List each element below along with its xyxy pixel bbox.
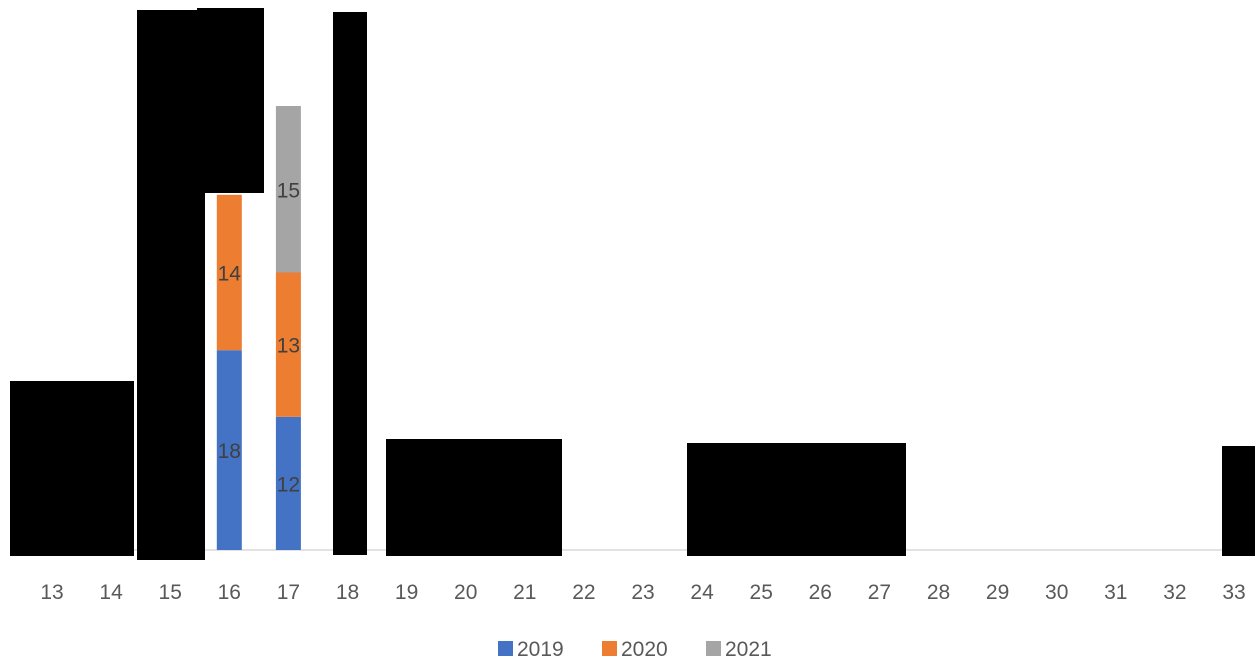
x-tick-label: 16 xyxy=(218,581,241,604)
data-labels-layer: 18 14 12 13 15 xyxy=(218,179,300,496)
x-tick-label: 21 xyxy=(513,581,536,604)
x-tick-label: 32 xyxy=(1163,581,1186,604)
legend-label: 2020 xyxy=(621,638,668,660)
x-tick-label: 15 xyxy=(159,581,182,604)
redaction-block xyxy=(10,381,134,556)
x-tick-label: 28 xyxy=(927,581,950,604)
x-tick-label: 27 xyxy=(868,581,891,604)
x-tick-label: 14 xyxy=(99,581,123,604)
legend-swatch xyxy=(602,641,617,656)
bar-segment-2020 xyxy=(216,194,242,351)
redaction-block xyxy=(1222,446,1255,556)
x-tick-label: 33 xyxy=(1222,581,1245,604)
redaction-block xyxy=(137,10,205,560)
redaction-block xyxy=(386,439,562,556)
x-tick-label: 25 xyxy=(750,581,773,604)
legend-swatch xyxy=(706,641,721,656)
data-label: 18 xyxy=(218,440,241,463)
redaction-block xyxy=(687,443,906,556)
data-label: 12 xyxy=(277,473,300,496)
x-tick-labels: 13 14 15 16 17 18 19 20 21 22 23 24 25 26 27 28 29 30 31 32… xyxy=(40,581,1245,604)
x-tick-label: 17 xyxy=(277,581,300,604)
legend: 2019 2020 2021 xyxy=(498,638,772,660)
x-tick-label: 30 xyxy=(1045,581,1068,604)
bar-segment-2019 xyxy=(275,416,301,550)
x-tick-label: 29 xyxy=(986,581,1009,604)
legend-label: 2019 xyxy=(517,638,564,660)
redaction-block xyxy=(197,8,264,193)
redaction-layer xyxy=(10,8,1255,560)
redaction-block xyxy=(333,12,367,555)
x-tick-label: 13 xyxy=(40,581,63,604)
x-tick-label: 24 xyxy=(690,581,714,604)
data-label: 13 xyxy=(277,335,300,358)
bar-segment-2020 xyxy=(275,272,301,417)
x-tick-label: 19 xyxy=(395,581,418,604)
legend-swatch xyxy=(498,641,513,656)
bar-segment-2019 xyxy=(216,350,242,550)
legend-label: 2021 xyxy=(725,638,772,660)
x-tick-label: 20 xyxy=(454,581,477,604)
x-tick-label: 31 xyxy=(1104,581,1127,604)
x-tick-label: 26 xyxy=(809,581,832,604)
data-label: 14 xyxy=(218,263,242,286)
bar-segment-2021 xyxy=(275,106,301,273)
x-tick-label: 22 xyxy=(572,581,595,604)
bars-layer xyxy=(216,106,301,550)
x-tick-label: 23 xyxy=(631,581,654,604)
x-tick-label: 18 xyxy=(336,581,359,604)
data-label: 15 xyxy=(277,179,300,202)
